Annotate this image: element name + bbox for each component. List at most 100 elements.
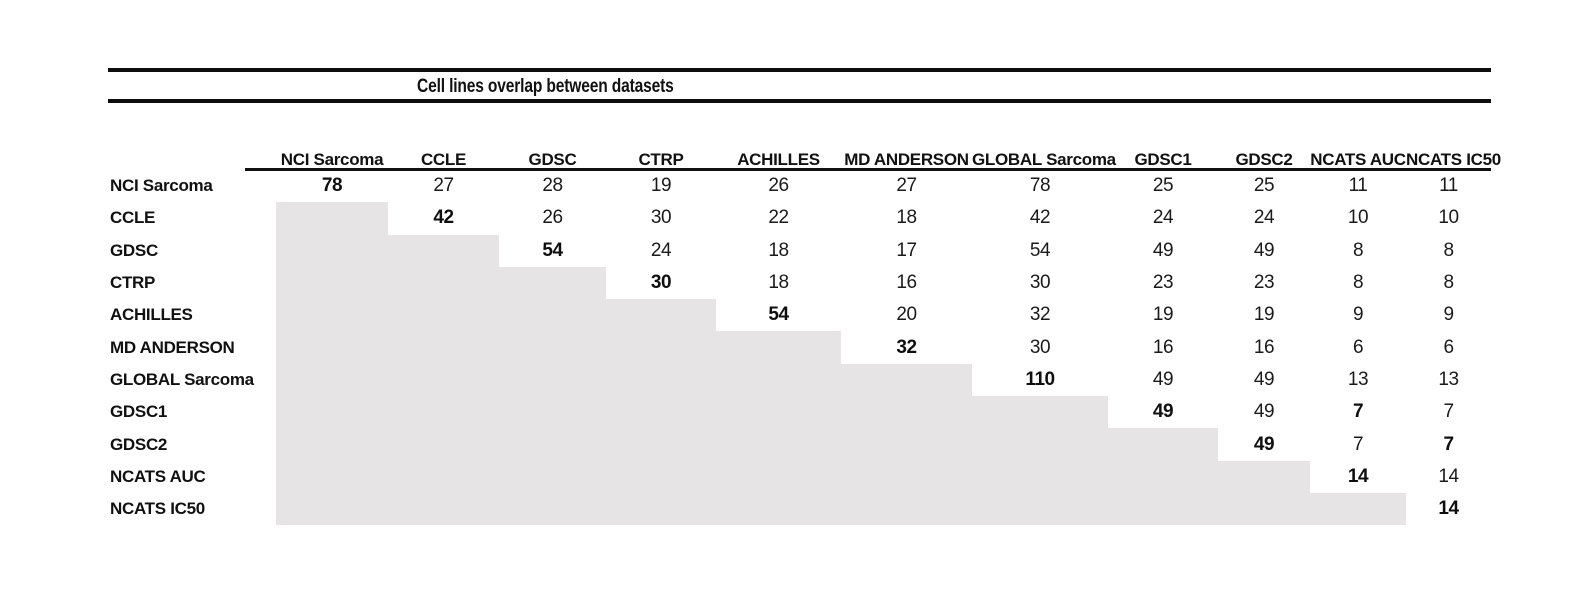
- table-row: GLOBAL Sarcoma 110 49 49 13 13: [108, 363, 1491, 397]
- row-label: MD ANDERSON: [110, 337, 235, 357]
- shaded-cell: [1108, 460, 1218, 493]
- overlap-cell: 13: [1347, 368, 1369, 390]
- table-title: Cell lines overlap between datasets: [417, 76, 674, 97]
- shaded-cell: [276, 299, 388, 332]
- overlap-cell: 26: [768, 175, 789, 197]
- overlap-cell: 110: [1025, 368, 1055, 390]
- overlap-cell: 28: [542, 175, 563, 197]
- overlap-cell: 10: [1347, 207, 1369, 229]
- shaded-cell: [841, 363, 972, 397]
- overlap-cell: 32: [896, 336, 917, 358]
- shaded-cell: [972, 428, 1108, 461]
- column-header: NCATS IC50: [1406, 150, 1501, 169]
- shaded-cell: [276, 460, 388, 493]
- overlap-cell: 49: [1152, 239, 1174, 261]
- overlap-cell: 24: [1253, 207, 1275, 229]
- overlap-cell: 42: [433, 207, 454, 229]
- shaded-cell: [716, 331, 841, 364]
- overlap-cell: 16: [1152, 336, 1174, 358]
- shaded-cell: [499, 331, 606, 364]
- overlap-cell: 18: [768, 272, 789, 294]
- overlap-cell: 25: [1253, 175, 1275, 197]
- row-label: ACHILLES: [110, 305, 193, 325]
- shaded-cell: [276, 363, 388, 397]
- overlap-cell: 27: [896, 175, 917, 197]
- shaded-cell: [276, 492, 388, 526]
- column-header: NCI Sarcoma: [280, 150, 384, 169]
- shaded-cell: [716, 492, 841, 526]
- row-label: GLOBAL Sarcoma: [110, 369, 254, 389]
- shaded-cell: [499, 266, 606, 300]
- overlap-cell: 8: [1352, 239, 1364, 261]
- overlap-cell: 32: [1029, 304, 1051, 326]
- column-header: GDSC: [528, 150, 577, 169]
- overlap-cell: 49: [1152, 368, 1174, 390]
- shaded-cell: [1108, 492, 1218, 526]
- shaded-cell: [606, 428, 716, 461]
- overlap-cell: 18: [768, 239, 789, 261]
- overlap-cell: 49: [1253, 368, 1275, 390]
- overlap-cell: 6: [1443, 336, 1454, 358]
- shaded-cell: [388, 428, 499, 461]
- shaded-cell: [1108, 428, 1218, 461]
- overlap-cell: 26: [542, 207, 563, 229]
- shaded-cell: [499, 396, 606, 429]
- table-row: CCLE 42 26 30 22 18 42 24 24 10 10: [108, 202, 1491, 235]
- overlap-cell: 54: [1029, 239, 1051, 261]
- shaded-cell: [388, 299, 499, 332]
- row-label: GDSC2: [110, 434, 168, 454]
- overlap-cell: 7: [1352, 433, 1364, 455]
- shaded-cell: [1218, 492, 1310, 526]
- column-header-row: NCI Sarcoma CCLE GDSC CTRP ACHILLES MD ANDERS…: [108, 130, 1502, 170]
- shaded-cell: [499, 460, 606, 493]
- table-row: NCATS IC50 14: [108, 492, 1491, 526]
- overlap-cell: 10: [1438, 207, 1459, 229]
- row-label: NCI Sarcoma: [110, 176, 213, 196]
- table-row: GDSC2 49 7 7: [108, 428, 1491, 461]
- column-header: GDSC2: [1235, 150, 1293, 169]
- overlap-cell: 14: [1438, 465, 1459, 487]
- shaded-cell: [972, 460, 1108, 493]
- shaded-cell: [1218, 460, 1310, 493]
- shaded-cell: [499, 492, 606, 526]
- overlap-cell: 9: [1443, 304, 1454, 326]
- shaded-cell: [606, 460, 716, 493]
- title-bottom-rule: [108, 99, 1491, 103]
- header-underline: [245, 168, 1491, 171]
- shaded-cell: [841, 396, 972, 429]
- shaded-cell: [716, 460, 841, 493]
- overlap-cell: 27: [433, 175, 454, 197]
- row-label: CCLE: [110, 208, 156, 228]
- overlap-cell: 6: [1352, 336, 1364, 358]
- table-row: GDSC 54 24 18 17 54 49 49 8 8: [108, 234, 1491, 267]
- shaded-cell: [388, 363, 499, 397]
- shaded-cell: [388, 492, 499, 526]
- overlap-cell: 30: [1029, 336, 1051, 358]
- overlap-cell: 19: [1152, 304, 1174, 326]
- overlap-cell: 22: [768, 207, 789, 229]
- column-header: NCATS AUC: [1310, 150, 1406, 169]
- shaded-cell: [276, 266, 388, 300]
- table-row: MD ANDERSON 32 30 16 16 6 6: [108, 331, 1491, 364]
- overlap-cell: 49: [1253, 239, 1275, 261]
- shaded-cell: [841, 460, 972, 493]
- overlap-cell: 13: [1438, 368, 1459, 390]
- overlap-cell: 11: [1348, 175, 1368, 197]
- overlap-cell: 54: [768, 304, 789, 326]
- overlap-cell: 20: [896, 304, 917, 326]
- corner-cell: [108, 130, 276, 170]
- shaded-cell: [841, 492, 972, 526]
- row-label: GDSC1: [110, 402, 168, 422]
- row-label: GDSC: [110, 240, 158, 260]
- shaded-cell: [388, 234, 499, 267]
- column-header: CCLE: [420, 150, 467, 169]
- shaded-cell: [499, 299, 606, 332]
- overlap-cell: 7: [1352, 401, 1364, 423]
- shaded-cell: [972, 396, 1108, 429]
- overlap-cell: 78: [321, 175, 343, 197]
- overlap-cell: 8: [1443, 272, 1454, 294]
- top-rule: [108, 68, 1491, 72]
- table-row: GDSC1 49 49 7 7: [108, 396, 1491, 429]
- shaded-cell: [606, 363, 716, 397]
